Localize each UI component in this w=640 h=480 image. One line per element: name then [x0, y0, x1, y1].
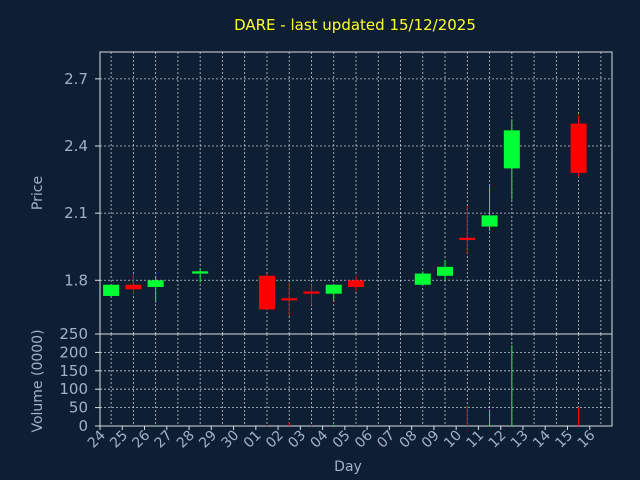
- x-tick-label: 07: [374, 428, 398, 452]
- candle-body: [325, 284, 342, 294]
- volume-tick-label: 150: [59, 362, 88, 380]
- x-tick-label: 03: [285, 428, 309, 452]
- candle: [570, 114, 587, 178]
- x-axis-label: Day: [334, 459, 362, 475]
- candle: [125, 273, 142, 294]
- x-tick-label: 12: [486, 428, 510, 452]
- volume-tick-label: 50: [69, 399, 88, 417]
- volume-tick-label: 250: [59, 325, 88, 343]
- candle: [348, 275, 364, 292]
- price-tick-label: 2.4: [64, 137, 88, 155]
- x-tick-label: 25: [107, 428, 131, 452]
- candle: [303, 284, 320, 305]
- x-tick-label: 08: [397, 428, 421, 452]
- x-tick-label: 04: [308, 427, 332, 451]
- volume-tick-label: 0: [78, 417, 88, 435]
- volume-tick-label: 100: [59, 380, 88, 398]
- candle-body: [258, 275, 275, 310]
- candle: [414, 271, 431, 285]
- candle-body: [147, 280, 164, 287]
- candle-body: [481, 215, 498, 227]
- x-tick-label: 16: [575, 427, 599, 451]
- x-tick-label: 29: [196, 428, 220, 452]
- x-tick-label: 06: [352, 427, 376, 451]
- candles: [103, 114, 587, 317]
- volume-grid: [100, 333, 612, 427]
- candle-body: [192, 271, 209, 274]
- candle: [325, 284, 342, 301]
- volume-axis-label: Volume (0000): [30, 329, 46, 432]
- x-tick-label: 11: [463, 428, 487, 452]
- x-tick-label: 26: [129, 427, 153, 451]
- candle: [437, 260, 454, 281]
- x-tick-label: 05: [330, 428, 354, 452]
- candle-body: [459, 237, 476, 240]
- x-tick-label: 30: [218, 428, 242, 452]
- price-tick-label: 1.8: [64, 271, 88, 289]
- x-tick-label: 02: [263, 428, 287, 452]
- x-tick-label: 28: [174, 428, 198, 452]
- candle-body: [348, 280, 364, 287]
- price-tick-label: 2.7: [64, 70, 88, 88]
- x-tick-label: 10: [441, 428, 465, 452]
- candle: [481, 186, 498, 232]
- price-panel: 1.8 2.1 2.4 2.7 Price: [30, 51, 613, 335]
- chart-title: DARE - last updated 15/12/2025: [234, 16, 476, 34]
- x-tick-label: 01: [241, 428, 265, 452]
- candle-body: [437, 266, 454, 276]
- candle-body: [303, 291, 320, 294]
- candle: [103, 284, 120, 296]
- x-tick-label: 09: [419, 428, 443, 452]
- price-ticks: 1.8 2.1 2.4 2.7: [64, 70, 100, 289]
- x-tick-label: 14: [530, 427, 554, 451]
- candle: [147, 275, 164, 303]
- volume-tick-label: 200: [59, 343, 88, 361]
- candle: [192, 269, 209, 283]
- volume-bars: [155, 345, 580, 426]
- candle: [459, 206, 476, 254]
- candle-body: [103, 284, 120, 296]
- price-tick-label: 2.1: [64, 204, 88, 222]
- price-grid: [100, 52, 612, 334]
- candle: [258, 273, 275, 310]
- candle-body: [125, 284, 142, 290]
- candle-body: [414, 273, 431, 285]
- price-axis-label: Price: [30, 176, 46, 210]
- candle-body: [570, 123, 587, 173]
- x-tick-label: 24: [85, 427, 109, 451]
- x-tick-label: 27: [152, 428, 176, 452]
- x-ticks: 2425262728293001020304050607080910111213…: [85, 426, 599, 451]
- x-tick-label: 13: [508, 428, 532, 452]
- candle-body: [503, 130, 520, 169]
- x-tick-label: 15: [552, 428, 576, 452]
- candle-body: [281, 298, 298, 301]
- candle: [281, 282, 298, 317]
- candle: [503, 119, 520, 200]
